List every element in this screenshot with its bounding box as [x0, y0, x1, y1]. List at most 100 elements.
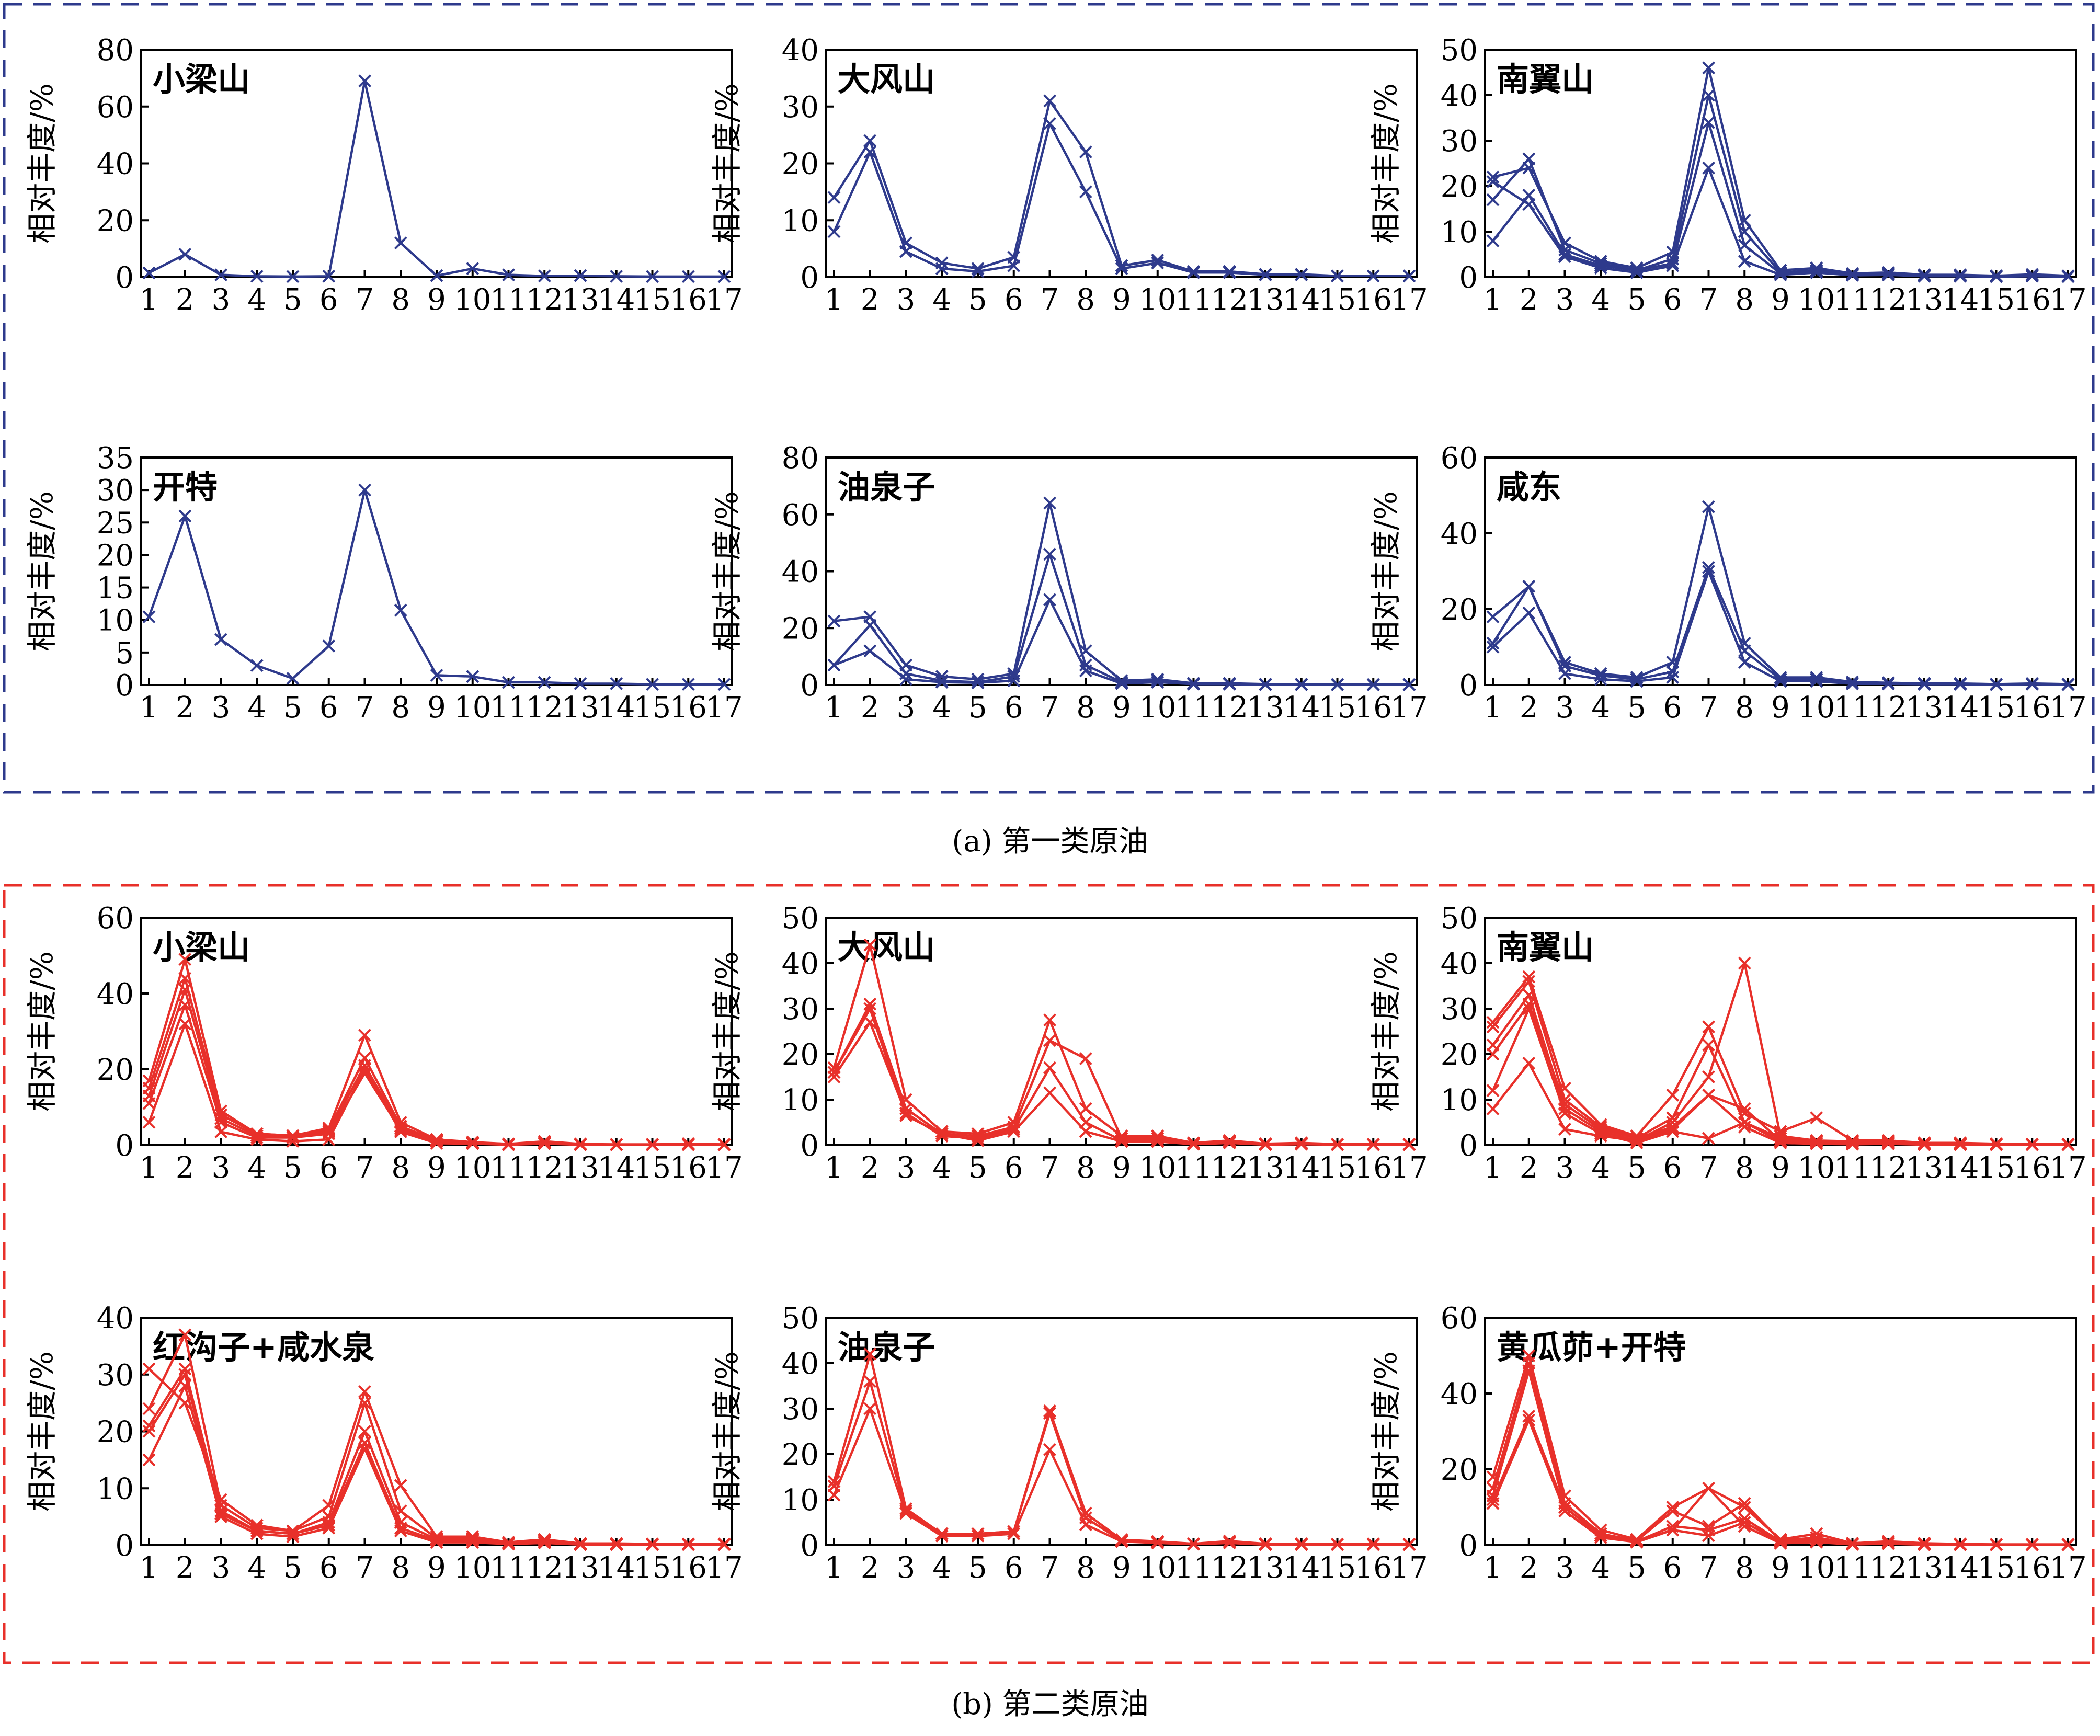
- x-tick-label: 2: [1520, 691, 1538, 725]
- data-point-marker: [1702, 1481, 1715, 1495]
- data-point-marker: [1079, 185, 1092, 199]
- data-point-marker: [681, 270, 695, 283]
- x-tick-label: 14: [598, 1551, 635, 1585]
- y-tick-label: 0: [115, 261, 134, 295]
- data-point-marker: [286, 1129, 300, 1143]
- data-point-marker: [899, 245, 912, 258]
- data-point-marker: [1954, 269, 1967, 283]
- y-tick-label: 20: [97, 1053, 134, 1087]
- data-point-marker: [1295, 678, 1308, 691]
- x-tick-label: 6: [1005, 283, 1023, 317]
- data-point-marker: [538, 1536, 551, 1550]
- x-tick-label: 3: [1556, 1151, 1574, 1185]
- data-point-marker: [1702, 561, 1715, 574]
- data-point-marker: [574, 1538, 587, 1551]
- x-tick-label: 1: [1483, 691, 1502, 725]
- x-tick-label: 9: [427, 1551, 446, 1585]
- data-point-marker: [178, 1017, 192, 1031]
- y-tick-label: 10: [782, 204, 819, 238]
- subplot-title: 油泉子: [838, 1328, 935, 1366]
- x-tick-label: 5: [283, 1151, 302, 1185]
- x-tick-label: 12: [1211, 283, 1248, 317]
- x-tick-label: 9: [427, 283, 446, 317]
- y-tick-label: 20: [97, 539, 134, 573]
- x-tick-label: 15: [634, 691, 671, 725]
- data-point-marker: [1810, 675, 1823, 688]
- data-point-marker: [1043, 117, 1056, 130]
- data-point-marker: [1223, 266, 1236, 279]
- y-tick-label: 40: [1441, 79, 1478, 113]
- series-line-2: [1492, 980, 2068, 1146]
- x-tick-label: 13: [1905, 691, 1943, 725]
- x-tick-label: 12: [1870, 283, 1907, 317]
- data-point-marker: [2025, 678, 2039, 691]
- data-point-marker: [1702, 161, 1715, 175]
- axes-frame: [1484, 456, 2077, 686]
- x-tick-label: 1: [825, 283, 843, 317]
- data-point-marker: [1594, 672, 1607, 686]
- x-tick-label: 13: [562, 1151, 599, 1185]
- x-tick-label: 8: [1735, 691, 1754, 725]
- x-tick-label: 10: [454, 691, 491, 725]
- x-tick-label: 17: [2049, 1151, 2086, 1185]
- series-line-3: [834, 598, 1409, 686]
- data-point-marker: [1738, 1120, 1751, 1134]
- data-point-marker: [142, 1425, 156, 1438]
- data-point-marker: [1331, 269, 1344, 283]
- y-tick-label: 40: [782, 33, 819, 67]
- x-tick-label: 3: [212, 1551, 231, 1585]
- data-point-marker: [178, 248, 192, 261]
- data-point-marker: [1486, 636, 1500, 650]
- x-tick-label: 3: [212, 691, 231, 725]
- subplot-title: 咸东: [1497, 468, 1561, 506]
- x-tick-label: 3: [897, 1151, 916, 1185]
- data-point-marker: [1223, 1536, 1236, 1550]
- data-point-marker: [646, 1138, 659, 1151]
- data-point-marker: [358, 1442, 371, 1455]
- series-line-4: [147, 1003, 725, 1146]
- x-tick-label: 7: [1041, 691, 1059, 725]
- data-point-marker: [1918, 269, 1931, 283]
- data-point-marker: [1702, 1070, 1715, 1083]
- x-tick-label: 6: [319, 691, 338, 725]
- data-point-marker: [1702, 1529, 1715, 1543]
- x-tick-label: 14: [598, 283, 635, 317]
- x-tick-label: 13: [1905, 1551, 1943, 1585]
- data-point-marker: [1558, 1504, 1571, 1518]
- x-tick-label: 6: [1663, 283, 1682, 317]
- data-point-marker: [178, 983, 192, 997]
- x-tick-label: 8: [1076, 283, 1095, 317]
- data-point-marker: [466, 1536, 480, 1549]
- data-point-marker: [717, 678, 731, 691]
- y-tick-label: 10: [1441, 215, 1478, 249]
- y-tick-label: 40: [97, 147, 134, 181]
- y-tick-label: 20: [782, 147, 819, 181]
- x-tick-label: 14: [1942, 1151, 1979, 1185]
- y-axis-label: 相对丰度/%: [1368, 491, 1403, 652]
- y-tick-label: 20: [97, 1415, 134, 1449]
- y-tick-label: 30: [782, 90, 819, 124]
- x-tick-label: 1: [140, 1551, 158, 1585]
- x-tick-label: 8: [391, 691, 410, 725]
- x-tick-label: 6: [1663, 1551, 1682, 1585]
- x-tick-label: 4: [932, 691, 951, 725]
- y-tick-label: 5: [115, 636, 134, 670]
- x-tick-label: 2: [176, 1151, 195, 1185]
- x-tick-label: 15: [1978, 1551, 2015, 1585]
- data-point-marker: [1079, 145, 1092, 159]
- x-tick-label: 4: [1591, 691, 1610, 725]
- x-tick-label: 9: [1112, 1551, 1131, 1585]
- data-point-marker: [214, 268, 227, 282]
- y-tick-label: 40: [1441, 517, 1478, 551]
- x-tick-label: 14: [598, 1151, 635, 1185]
- subplot-title: 大风山: [838, 60, 935, 98]
- x-tick-label: 1: [140, 691, 158, 725]
- data-point-marker: [538, 1137, 551, 1150]
- x-tick-label: 8: [391, 1151, 410, 1185]
- x-tick-label: 13: [1905, 283, 1943, 317]
- data-point-marker: [2061, 678, 2075, 691]
- y-tick-label: 10: [782, 1483, 819, 1517]
- data-point-marker: [1558, 250, 1571, 264]
